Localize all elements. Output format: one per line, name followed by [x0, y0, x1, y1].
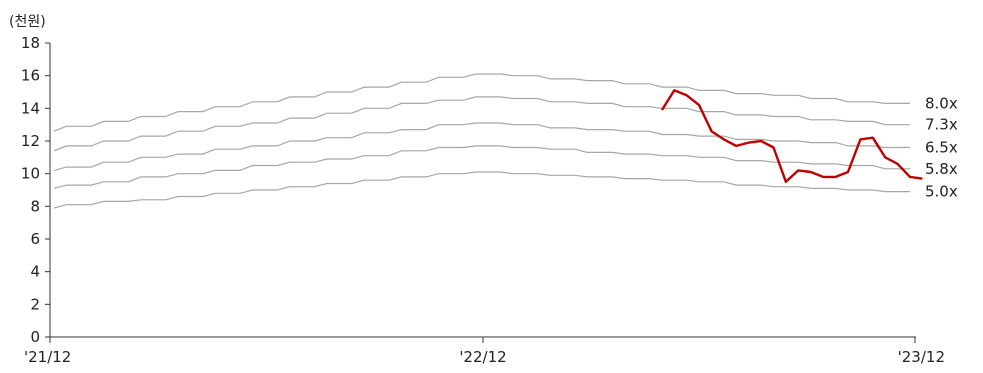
band-labels: 8.0x 7.3x 6.5x 5.8x 5.0x	[925, 94, 958, 200]
y-tick-label: 16	[21, 67, 40, 85]
valuation-bands	[53, 73, 910, 209]
y-ticks: 0 2 4 6 8 10 12 14 16 18	[21, 34, 50, 346]
band-line-6.5x	[53, 122, 910, 171]
band-label-5.0x: 5.0x	[925, 183, 958, 201]
band-line-5.8x	[53, 145, 910, 189]
band-line-7.3x	[53, 96, 910, 152]
band-label-5.8x: 5.8x	[925, 160, 958, 178]
x-tick-label: '22/12	[459, 348, 506, 366]
y-tick-label: 8	[30, 197, 40, 215]
x-tick-label: '23/12	[898, 348, 945, 366]
band-label-6.5x: 6.5x	[925, 139, 958, 157]
band-line-5.0x	[53, 171, 910, 209]
y-tick-label: 6	[30, 230, 40, 248]
y-tick-label: 2	[30, 295, 40, 313]
y-tick-label: 0	[30, 328, 40, 346]
price-series	[660, 89, 923, 184]
unit-label: (천원)	[9, 14, 46, 30]
band-line-8.0x	[53, 73, 910, 132]
y-tick-label: 18	[21, 34, 40, 52]
y-tick-label: 12	[21, 132, 40, 150]
band-label-8.0x: 8.0x	[925, 94, 958, 112]
y-tick-label: 10	[21, 165, 40, 183]
axes	[49, 43, 916, 338]
price-line	[660, 89, 923, 184]
band-label-7.3x: 7.3x	[925, 116, 958, 134]
x-tick-label: '21/12	[24, 348, 71, 366]
x-ticks: '21/12 '22/12 '23/12	[24, 337, 945, 366]
y-tick-label: 14	[21, 99, 40, 117]
y-tick-label: 4	[30, 263, 40, 281]
